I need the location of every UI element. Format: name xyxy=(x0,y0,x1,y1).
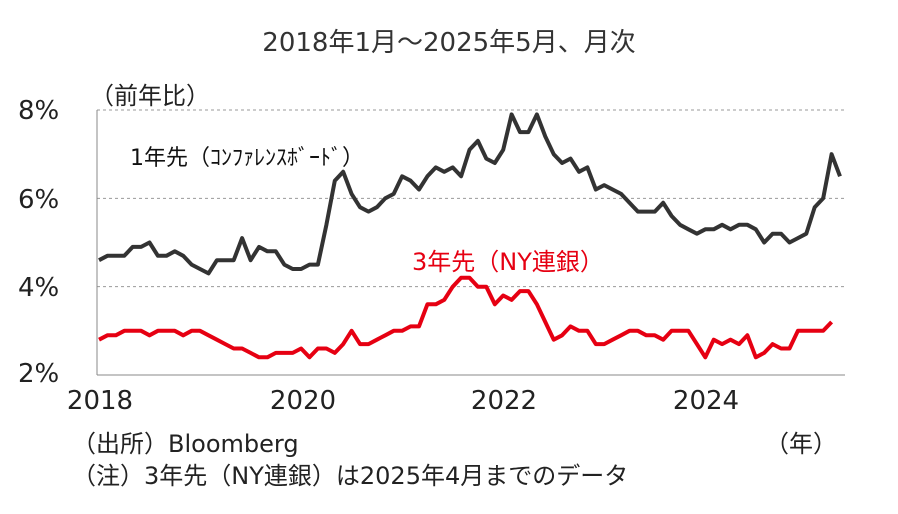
x-tick-label-2018: 2018 xyxy=(66,386,134,416)
gridlines xyxy=(97,109,845,288)
source-note: （出所）Bloomberg xyxy=(72,430,299,458)
y-tick-label-4: 4% xyxy=(18,273,60,303)
y-tick-label-8: 8% xyxy=(18,96,60,126)
y-axis-unit-label: （前年比） xyxy=(90,82,210,110)
series-label-ny-fed: 3年先（NY連銀） xyxy=(412,248,604,276)
series-label-conference-board: 1年先（ｺﾝﾌｧﾚﾝｽﾎﾞｰﾄﾞ） xyxy=(130,146,364,171)
series-group xyxy=(98,112,842,360)
footnote: （注）3年先（NY連銀）は2025年4月までのデータ xyxy=(72,462,629,490)
chart-title: 2018年1月～2025年5月、月次 xyxy=(262,28,636,58)
series-line-ny-fed xyxy=(98,275,834,360)
x-tick-label-2024: 2024 xyxy=(672,386,740,416)
series-line-conference-board xyxy=(98,112,842,276)
x-tick-label-2020: 2020 xyxy=(269,386,337,416)
y-tick-label-2: 2% xyxy=(18,359,60,389)
x-axis-unit-label: （年） xyxy=(765,430,837,458)
x-tick-label-2022: 2022 xyxy=(470,386,538,416)
y-tick-label-6: 6% xyxy=(18,185,60,215)
